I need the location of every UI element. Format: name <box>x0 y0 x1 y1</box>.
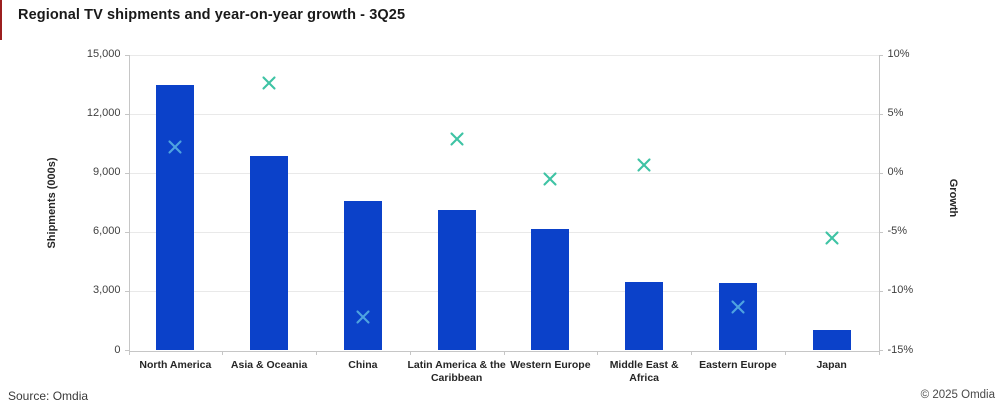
x-axis-tick <box>128 350 130 355</box>
category-label: North America <box>139 358 212 371</box>
x-axis-tick <box>597 350 599 355</box>
title-accent-bar <box>0 0 2 40</box>
y-tick-label-left: 12,000 <box>86 107 121 120</box>
chart-title: Regional TV shipments and year-on-year g… <box>18 7 406 23</box>
growth-marker-icon <box>824 230 840 246</box>
bar <box>343 200 382 351</box>
right-axis-tick <box>878 54 883 56</box>
gridline <box>128 113 879 115</box>
bar <box>437 209 476 351</box>
growth-marker-icon <box>355 309 371 325</box>
left-axis-tick <box>124 172 129 174</box>
right-axis-title: Growth <box>947 178 959 218</box>
category-label: Middle East & Africa <box>609 358 679 385</box>
left-axis-tick <box>124 350 129 351</box>
bar <box>812 329 851 351</box>
y-tick-label-right: 0% <box>887 166 904 179</box>
right-axis-tick <box>878 113 883 115</box>
right-axis-tick <box>878 290 883 292</box>
right-axis-tick <box>878 350 883 351</box>
left-axis-tick <box>124 113 129 115</box>
bar <box>625 281 664 351</box>
x-axis-tick <box>878 350 880 355</box>
gridline <box>128 290 879 292</box>
growth-marker-icon <box>636 157 652 173</box>
bar <box>156 84 195 351</box>
left-axis-line <box>128 55 130 351</box>
y-tick-label-left: 9,000 <box>92 166 121 179</box>
y-tick-label-left: 3,000 <box>92 284 121 297</box>
bar <box>250 156 289 351</box>
growth-marker-icon <box>449 131 465 147</box>
x-axis-tick <box>316 350 317 355</box>
y-tick-label-right: -15% <box>887 343 914 356</box>
copyright-note: © 2025 Omdia <box>920 389 995 401</box>
gridline <box>128 231 879 233</box>
left-axis-tick <box>124 290 129 292</box>
x-axis-tick <box>503 350 505 355</box>
source-note: Source: Omdia <box>8 389 89 403</box>
left-axis-tick <box>124 231 129 233</box>
growth-marker-icon <box>261 75 277 91</box>
category-label: Western Europe <box>510 358 591 371</box>
bar <box>718 282 757 351</box>
y-tick-label-right: -10% <box>887 284 914 297</box>
left-axis-tick <box>124 54 129 56</box>
y-tick-label-right: 5% <box>887 107 904 120</box>
gridline <box>128 54 879 56</box>
growth-marker-icon <box>167 139 183 155</box>
category-label: China <box>348 358 378 371</box>
right-axis-tick <box>878 172 883 174</box>
y-tick-label-right: 10% <box>887 48 910 60</box>
category-label: Asia & Oceania <box>230 358 308 371</box>
category-label: Latin America & the Caribbean <box>407 358 506 385</box>
y-tick-label-right: -5% <box>887 225 908 238</box>
bar <box>531 229 570 351</box>
x-axis-tick <box>409 350 411 355</box>
x-axis-tick <box>222 350 224 355</box>
right-axis-tick <box>878 231 883 233</box>
category-label: Eastern Europe <box>699 358 777 371</box>
y-tick-label-left: 15,000 <box>86 48 121 60</box>
y-tick-label-left: 0 <box>114 343 121 356</box>
x-axis-tick <box>691 350 692 355</box>
category-label: Japan <box>816 358 847 371</box>
gridline <box>128 172 879 174</box>
x-axis-tick <box>784 350 786 355</box>
growth-marker-icon <box>542 171 558 187</box>
y-tick-label-left: 6,000 <box>92 225 121 238</box>
right-axis-line <box>878 55 880 351</box>
growth-marker-icon <box>730 299 746 315</box>
